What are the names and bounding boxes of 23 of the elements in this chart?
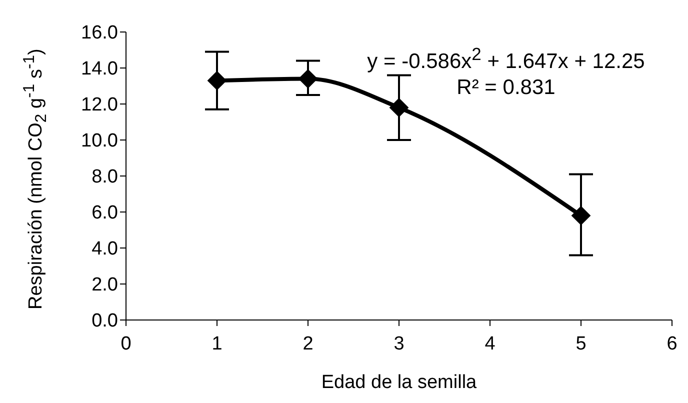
- x-tick-label: 6: [666, 333, 678, 354]
- y-tick-label: 8.0: [92, 166, 118, 188]
- y-tick-label: 4.0: [92, 238, 118, 260]
- annotation: R² = 0.831: [456, 76, 556, 100]
- x-tick-label: 1: [212, 333, 222, 354]
- x-tick-label: 4: [484, 333, 496, 354]
- y-tick-label: 10.0: [81, 130, 118, 152]
- y-tick-label: 12.0: [81, 94, 118, 116]
- y-tick-label: 2.0: [92, 274, 118, 296]
- x-axis-title: Edad de la semilla: [320, 372, 478, 394]
- y-tick-label: 16.0: [81, 22, 118, 44]
- point: [208, 71, 226, 90]
- annotation: y = -0.586x$^{2}$ + 1.647x + 12.25: [366, 44, 646, 74]
- y-tick-label: 6.0: [92, 202, 118, 224]
- point: [390, 98, 408, 118]
- y-tick-label: 0.0: [92, 310, 118, 332]
- x-tick-label: 0: [120, 333, 132, 354]
- y-tick-label: 14.0: [81, 58, 118, 80]
- point: [298, 69, 318, 88]
- x-tick-label: 2: [302, 333, 314, 354]
- x-tick-label: 3: [394, 333, 404, 354]
- x-tick-label: 5: [576, 333, 586, 354]
- point: [572, 206, 590, 226]
